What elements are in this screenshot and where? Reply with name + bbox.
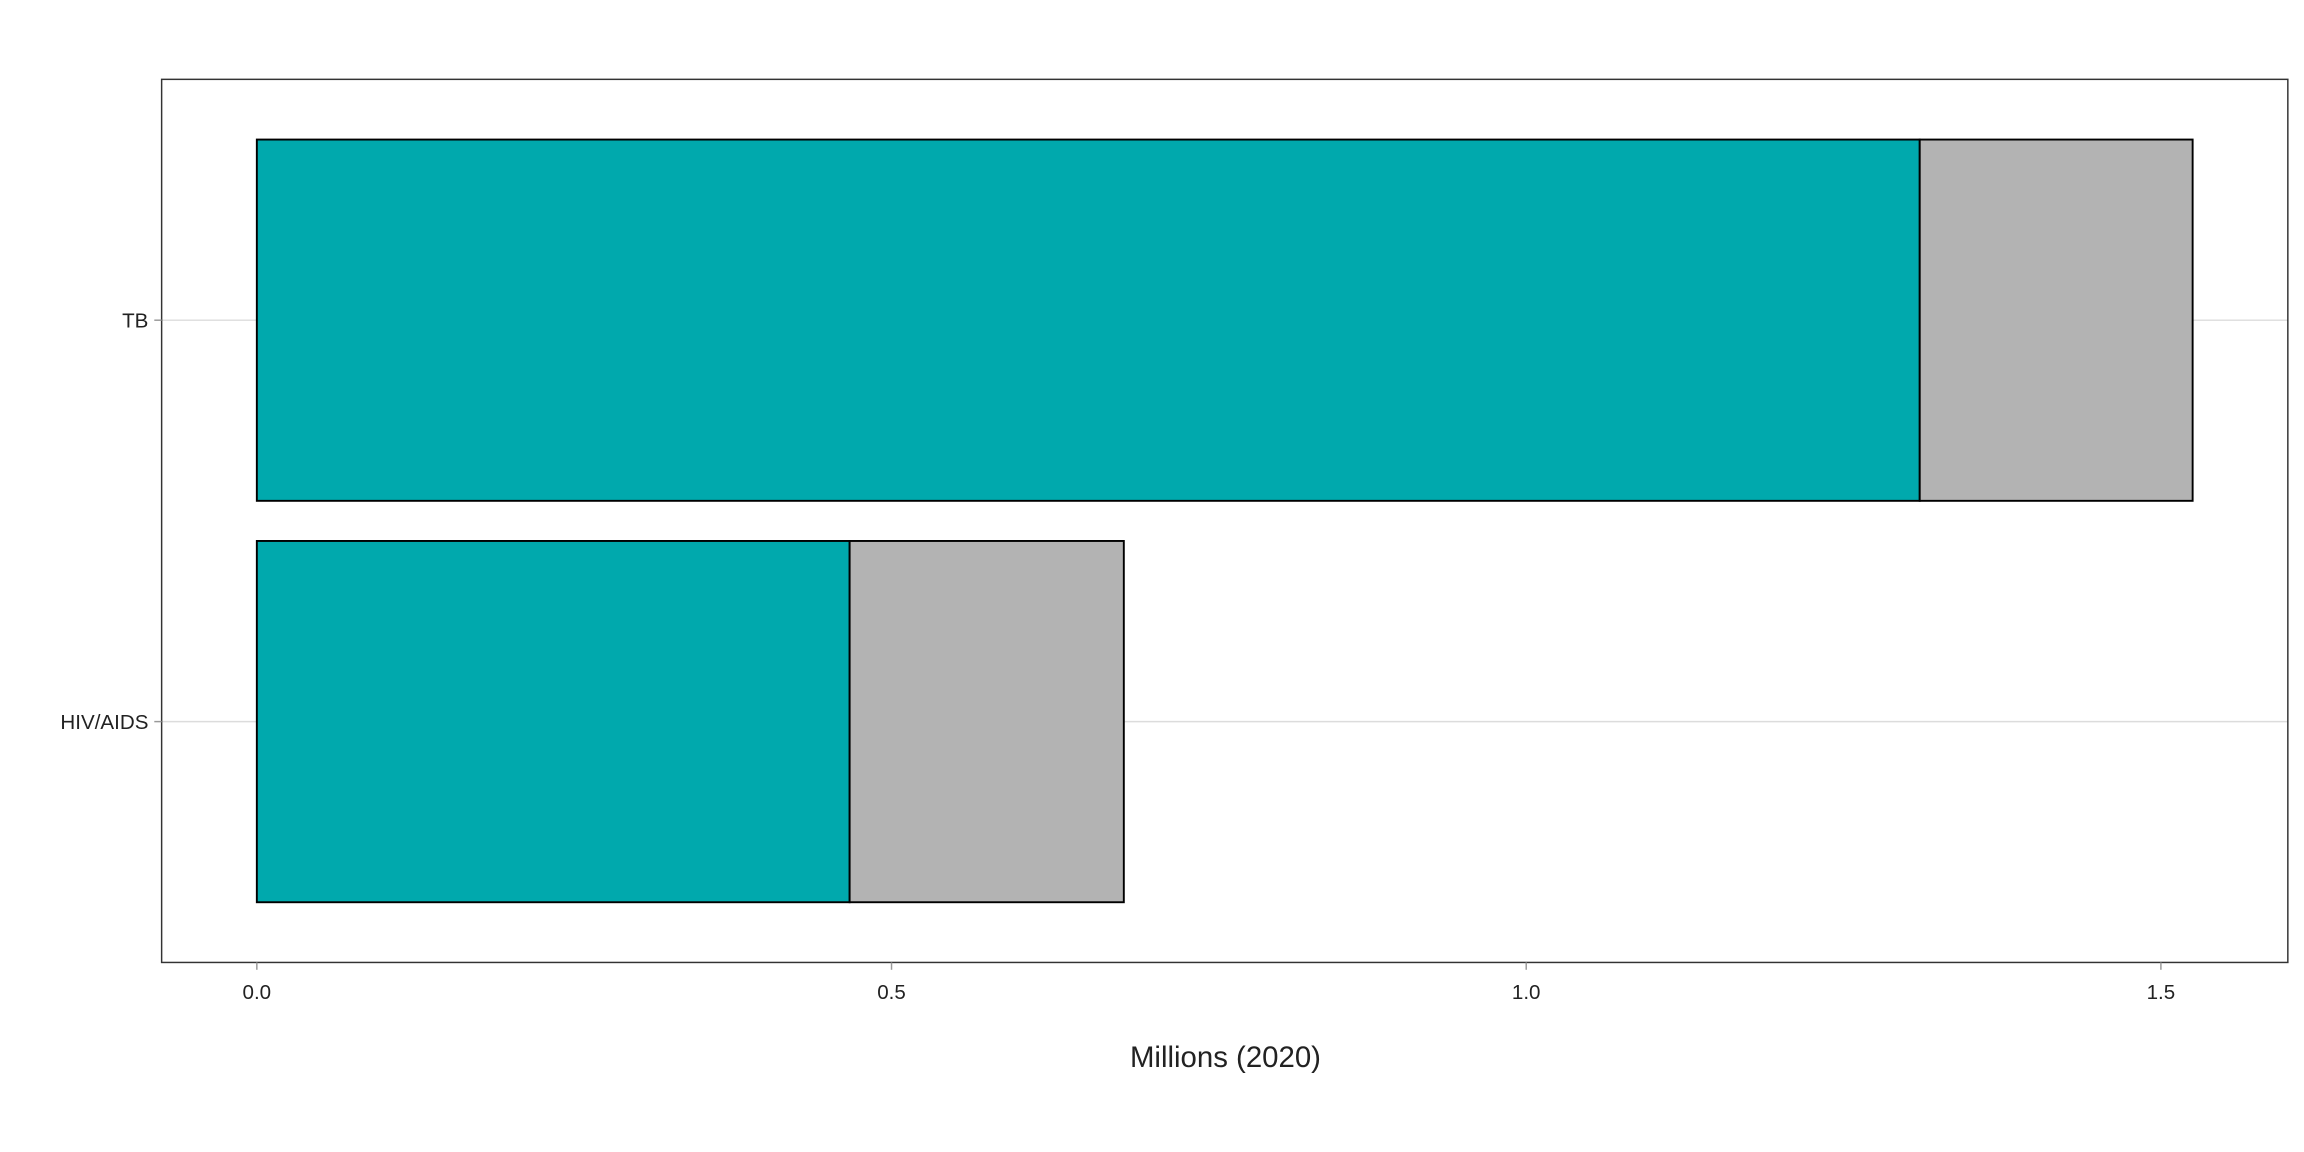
bars (255, 138, 2194, 904)
x-axis: 0.0 0.5 1.0 1.5 (243, 962, 2176, 1004)
x-axis-title: Millions (2020) (1130, 1041, 1321, 1074)
x-tick-label: 1.0 (1512, 981, 1541, 1004)
bar-hivaids-segment-0 (255, 540, 851, 904)
x-tick-label: 0.5 (877, 981, 906, 1004)
bar-hivaids-segment-1 (848, 540, 1125, 904)
x-tick-label: 1.5 (2147, 981, 2176, 1004)
plot-panel-border (160, 78, 2289, 964)
y-axis: TB HIV/AIDS (60, 310, 162, 734)
bar-tb-segment-1 (1918, 138, 2194, 502)
x-tick-label: 0.0 (243, 981, 272, 1004)
bar-tb-segment-0 (255, 138, 1921, 502)
y-tick-label: TB (122, 310, 148, 333)
y-tick-label: HIV/AIDS (60, 711, 148, 734)
